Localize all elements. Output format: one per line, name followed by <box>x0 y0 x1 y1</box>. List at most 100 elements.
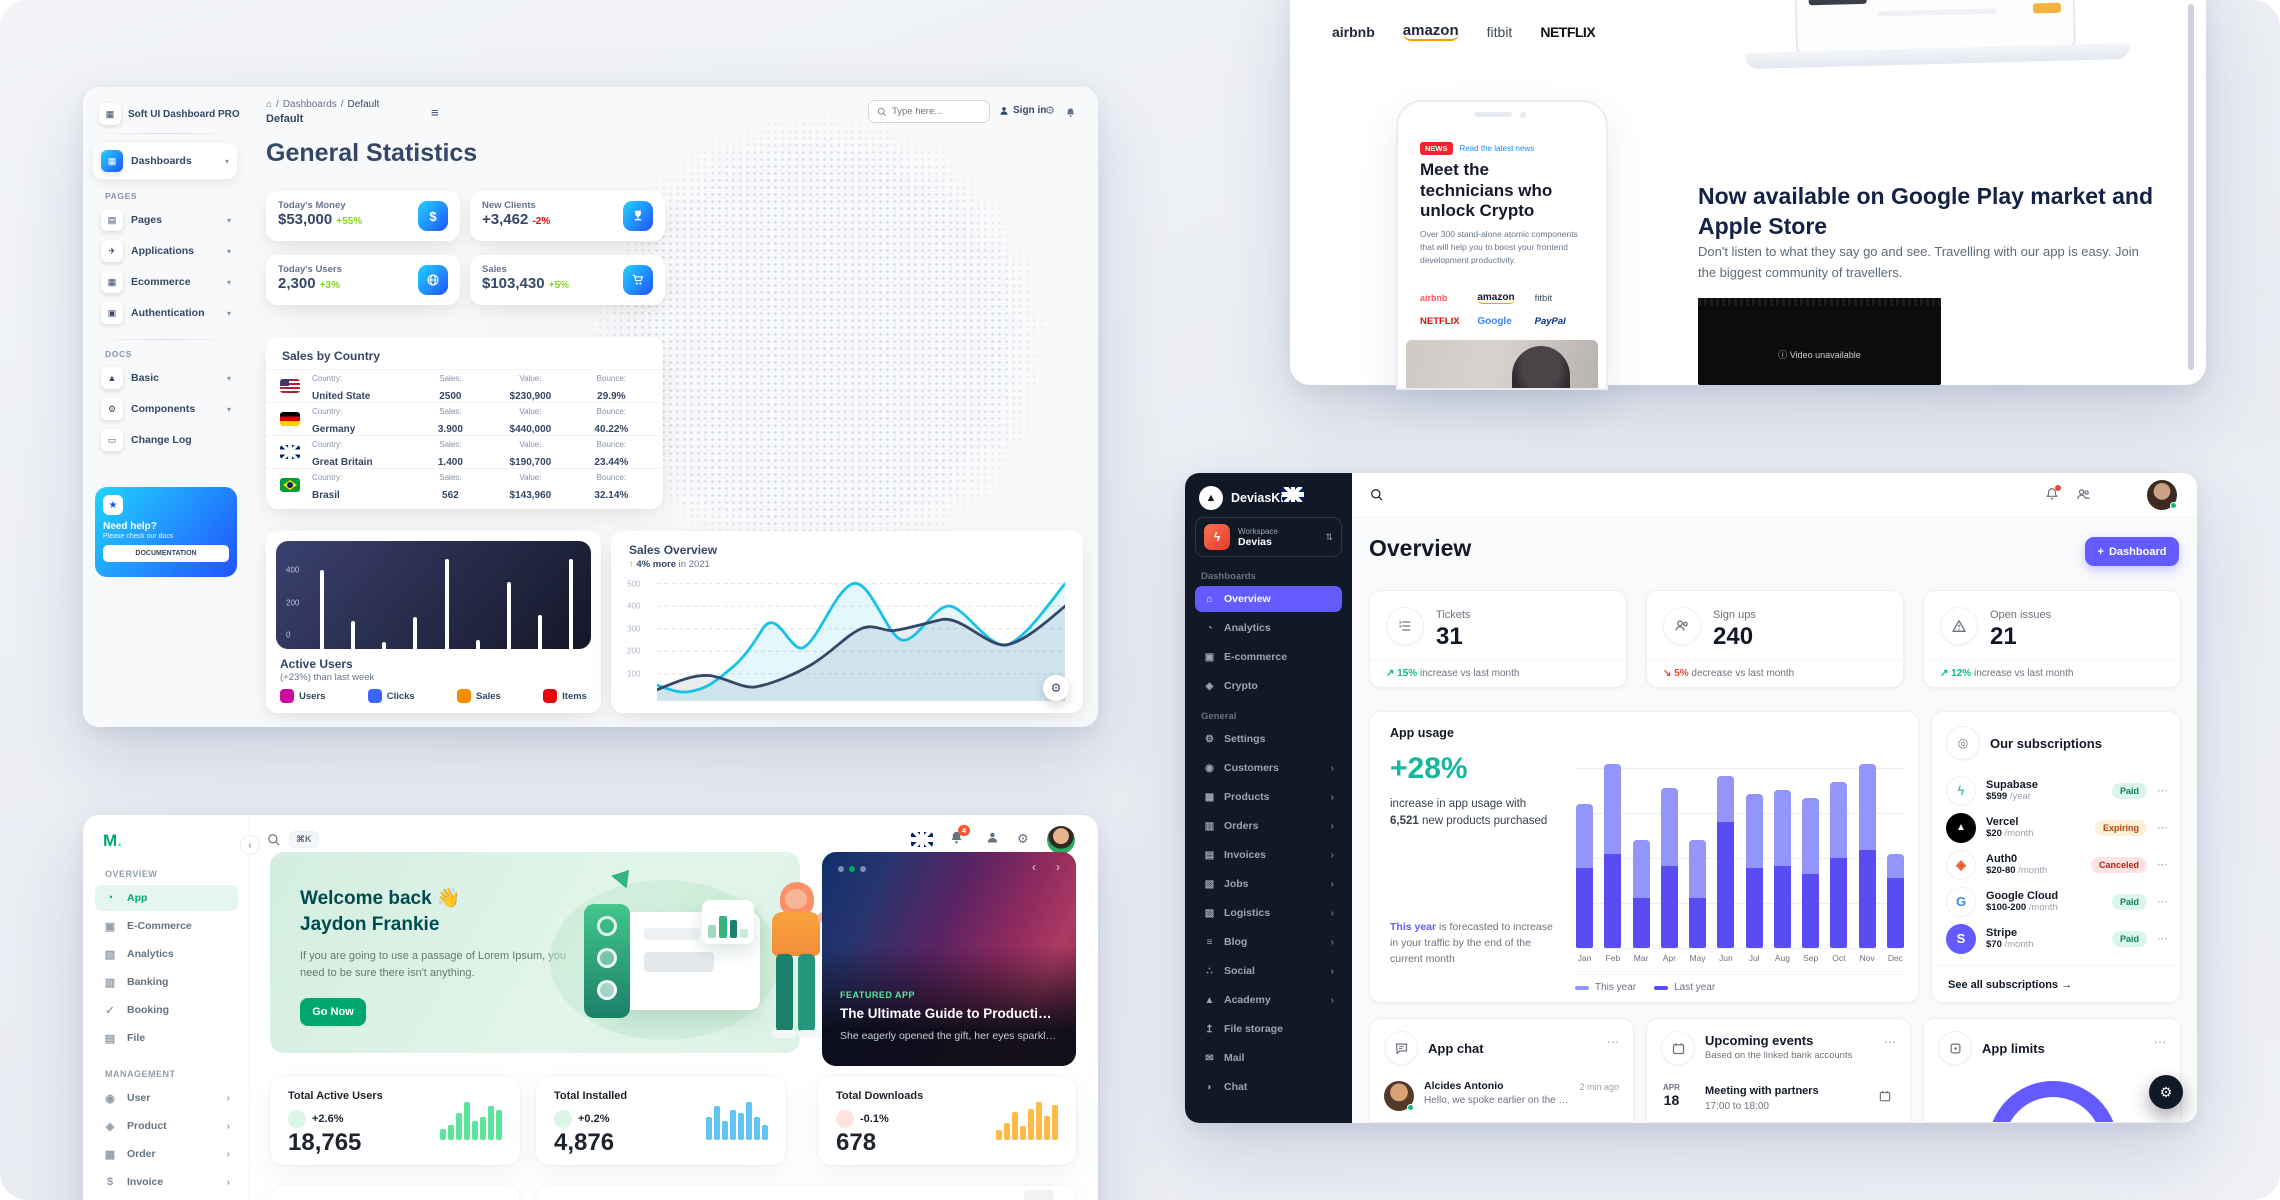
row-menu-dots-icon[interactable]: ⋯ <box>2157 785 2168 797</box>
sidebar-item[interactable]: ▭ Change Log <box>93 426 239 454</box>
sidebar-item[interactable]: ⚙ Settings <box>1195 726 1342 752</box>
devias-nav-main: ⌂ Overview ◔ Analytics ▣ E-commerce <box>1185 583 1352 702</box>
sign-in-button[interactable]: Sign in <box>999 105 1046 116</box>
sidebar-item[interactable]: ⚙ Components ▾ <box>93 395 239 423</box>
user-avatar[interactable] <box>2147 480 2177 510</box>
see-all-subscriptions-link[interactable]: See all subscriptions → <box>1948 979 2073 991</box>
featured-title[interactable]: The Ultimate Guide to Productivity H... <box>840 1006 1058 1021</box>
go-now-button[interactable]: Go Now <box>300 998 366 1026</box>
row-menu-dots-icon[interactable]: ⋯ <box>2157 859 2168 871</box>
sidebar-item[interactable]: ✉ Mail <box>1195 1045 1342 1071</box>
sidebar-item[interactable]: ▦ Order › <box>95 1141 238 1167</box>
event-calendar-icon[interactable] <box>1878 1089 1892 1108</box>
settings-gear-icon[interactable]: ⚙ <box>1045 105 1055 117</box>
documentation-button[interactable]: DOCUMENTATION <box>103 545 229 562</box>
card-menu-dots-icon[interactable]: ⋯ <box>1607 1035 1619 1049</box>
sidebar-item[interactable]: ◈ Product › <box>95 1113 238 1139</box>
row-menu-dots-icon[interactable]: ⋯ <box>2157 933 2168 945</box>
user-avatar[interactable] <box>1047 826 1075 854</box>
carousel-dot[interactable] <box>838 866 844 872</box>
sidebar-item[interactable]: ▲ Basic ▾ <box>93 364 239 392</box>
sidebar-item[interactable]: ≡ Blog › <box>1195 929 1342 955</box>
workspace-selector[interactable]: ϟ Workspace Devias ⇅ <box>1195 517 1342 557</box>
year-select-chip[interactable] <box>1024 1190 1054 1200</box>
sidebar-collapse-button[interactable]: ‹ <box>240 835 260 855</box>
sidebar-item-dashboards[interactable]: ▦ Dashboards ▾ <box>93 143 237 179</box>
carousel-prev-chevron-icon[interactable]: ‹ <box>1032 860 1036 874</box>
legend-swatch <box>1654 985 1669 990</box>
sidebar-item[interactable]: ◔ App <box>95 885 238 911</box>
sidebar-item[interactable]: ▲ Academy › <box>1195 987 1342 1013</box>
sidebar-item[interactable]: ◈ Crypto <box>1195 673 1342 699</box>
sidebar-item[interactable]: ▤ Invoices › <box>1195 842 1342 868</box>
usage-percent: +28% <box>1390 752 1468 785</box>
trophy-icon <box>623 201 653 231</box>
sidebar-section-docs: DOCS <box>105 349 132 359</box>
sidebar-item[interactable]: ✈ Applications ▾ <box>93 237 239 265</box>
notifications-bell-icon[interactable] <box>2045 485 2061 506</box>
stat-value: 18,765 <box>288 1129 362 1156</box>
row-menu-dots-icon[interactable]: ⋯ <box>2157 896 2168 908</box>
contacts-icon[interactable] <box>985 830 1000 845</box>
theme-settings-fab-gear-icon[interactable]: ⚙ <box>2149 1075 2183 1109</box>
search-shortcut-chip: ⌘K <box>289 831 319 848</box>
notification-dot <box>2055 485 2061 491</box>
search-field[interactable] <box>868 100 990 123</box>
tile-label: Sign ups <box>1713 609 1756 621</box>
event-month: APR <box>1663 1083 1680 1092</box>
chevron-right-icon: › <box>1330 849 1334 861</box>
settings-gear-icon[interactable]: ⚙ <box>1017 831 1029 846</box>
add-dashboard-button[interactable]: + Dashboard <box>2085 537 2179 566</box>
chart-settings-gear-button[interactable]: ⚙ <box>1043 675 1069 701</box>
contacts-icon[interactable] <box>2076 487 2091 502</box>
sidebar-item[interactable]: ▣ Authentication ▾ <box>93 299 239 327</box>
search-icon[interactable] <box>267 833 281 847</box>
language-flag-icon[interactable] <box>911 832 933 847</box>
subscription-logo-icon: S <box>1946 923 1976 954</box>
sales-value: 562 <box>442 490 459 501</box>
search-input[interactable] <box>892 106 972 117</box>
sidebar-item[interactable]: ∴ Social › <box>1195 958 1342 984</box>
sidebar-item[interactable]: ▥ Banking <box>95 969 238 995</box>
sidebar-item[interactable]: ↥ File storage <box>1195 1016 1342 1042</box>
sidebar-item[interactable]: ▧ Jobs › <box>1195 871 1342 897</box>
featured-app-card[interactable]: ‹ › FEATURED APP The Ultimate Guide to P… <box>822 852 1076 1066</box>
sidebar-item[interactable]: $ Invoice › <box>95 1169 238 1195</box>
scrollbar[interactable] <box>2188 4 2194 370</box>
sidebar-item[interactable]: ◗ Chat <box>1195 1074 1342 1100</box>
sidebar-item[interactable]: ▦ Products › <box>1195 784 1342 810</box>
sidebar-item[interactable]: ▥ Orders › <box>1195 813 1342 839</box>
carousel-dot[interactable] <box>860 866 866 872</box>
sidebar-item[interactable]: ▨ Logistics › <box>1195 900 1342 926</box>
workspace-name: Devias <box>1238 535 1272 548</box>
sidebar-item[interactable]: ⌂ Overview <box>1195 586 1342 612</box>
search-icon[interactable] <box>1370 488 1384 502</box>
hamburger-menu-icon[interactable]: ≡ <box>431 105 439 120</box>
sidebar-item[interactable]: ▣ E-commerce <box>1195 644 1342 670</box>
notifications-bell-icon[interactable] <box>1065 104 1076 122</box>
carousel-dots[interactable] <box>838 866 866 872</box>
sidebar-item[interactable]: ▤ File <box>95 1025 238 1051</box>
sidebar-item[interactable]: ▧ Analytics <box>95 941 238 967</box>
language-flag-icon[interactable] <box>1282 487 1304 502</box>
row-menu-dots-icon[interactable]: ⋯ <box>2157 822 2168 834</box>
card-menu-dots-icon[interactable]: ⋯ <box>2154 1035 2166 1049</box>
sidebar-item[interactable]: ▣ E-Commerce <box>95 913 238 939</box>
breadcrumb-dashboards[interactable]: Dashboards <box>282 99 337 110</box>
carousel-dot-active[interactable] <box>849 866 855 872</box>
video-player[interactable]: ⓘ Video unavailable <box>1698 298 1941 385</box>
card-menu-dots-icon[interactable]: ⋯ <box>1884 1035 1896 1049</box>
tile-footer: ↗ 12% increase vs last month <box>1940 668 2074 679</box>
carousel-next-chevron-icon[interactable]: › <box>1056 860 1060 874</box>
sidebar-item[interactable]: ▤ Pages ▾ <box>93 206 239 234</box>
sidebar-item[interactable]: ▦ Ecommerce ▾ <box>93 268 239 296</box>
stat-value: 4,876 <box>554 1129 615 1156</box>
sidebar-item[interactable]: ◔ Analytics <box>1195 615 1342 641</box>
home-icon[interactable]: ⌂ <box>266 99 273 110</box>
sidebar-item[interactable]: ✓ Booking <box>95 997 238 1023</box>
sidebar-item[interactable]: ◉ Customers › <box>1195 755 1342 781</box>
latest-news-link[interactable]: Read the latest news <box>1459 144 1535 153</box>
notifications-bell-icon[interactable]: 4 <box>949 825 970 850</box>
sidebar-item[interactable]: ◉ User › <box>95 1085 238 1111</box>
phone-mockup: NEWS Read the latest news Meet the techn… <box>1396 100 1608 390</box>
